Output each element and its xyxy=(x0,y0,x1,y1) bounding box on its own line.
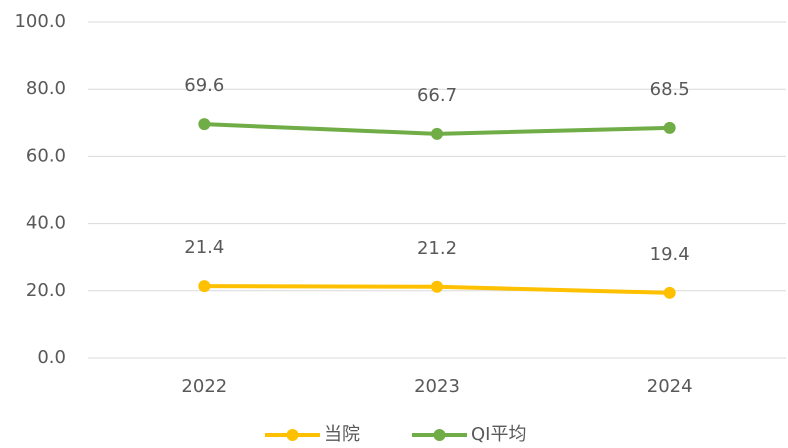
y-tick-label: 80.0 xyxy=(26,78,66,99)
data-point xyxy=(431,280,443,293)
data-label: 66.7 xyxy=(417,85,457,106)
y-tick-label: 100.0 xyxy=(14,11,66,32)
data-point xyxy=(198,118,211,131)
x-tick-label: 2023 xyxy=(414,376,460,397)
y-tick-label: 0.0 xyxy=(37,347,66,368)
data-point xyxy=(198,280,211,293)
data-point xyxy=(663,286,676,299)
y-tick-label: 60.0 xyxy=(26,145,66,166)
data-point xyxy=(663,121,676,134)
data-label: 19.4 xyxy=(650,244,690,265)
legend-label: 当院 xyxy=(324,424,360,445)
legend-marker xyxy=(433,429,446,441)
data-label: 69.6 xyxy=(184,75,224,96)
data-point xyxy=(431,127,443,140)
x-tick-label: 2024 xyxy=(647,376,693,397)
data-label: 21.2 xyxy=(417,238,457,259)
legend-marker xyxy=(286,429,299,441)
legend-label: QI平均 xyxy=(471,424,526,445)
x-tick-label: 2022 xyxy=(181,376,227,397)
data-label: 68.5 xyxy=(650,79,690,100)
y-tick-label: 40.0 xyxy=(26,213,66,234)
y-tick-label: 20.0 xyxy=(26,280,66,301)
data-label: 21.4 xyxy=(184,237,224,258)
